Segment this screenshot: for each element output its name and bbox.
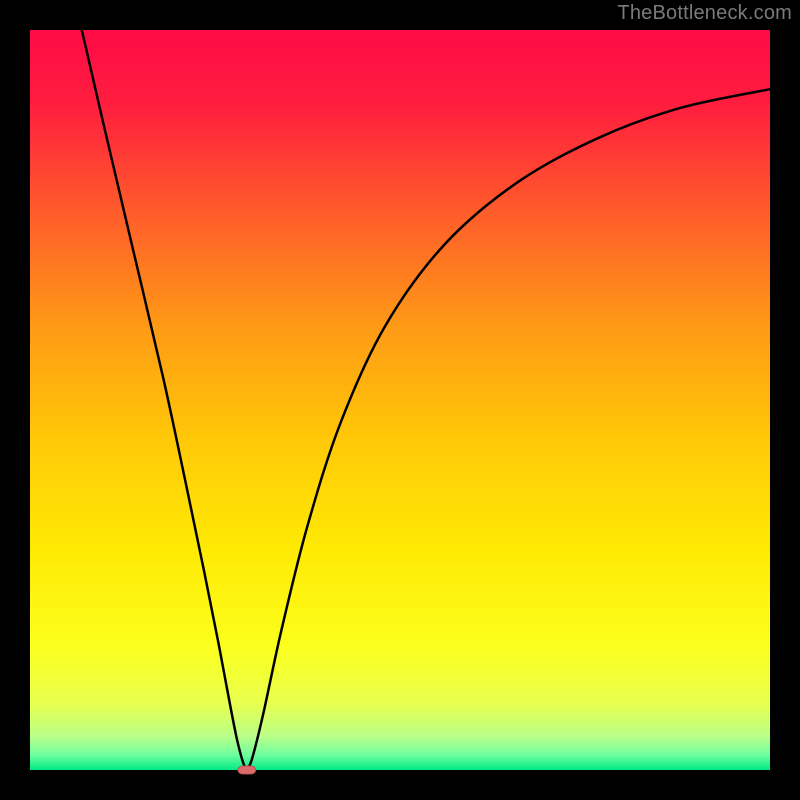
right-branch-curve [247,89,770,770]
plot-area [30,30,770,770]
watermark-text: TheBottleneck.com [617,2,792,25]
chart-container: TheBottleneck.com [0,0,800,800]
cusp-marker [238,766,256,774]
left-branch-curve [82,30,247,770]
curve-layer [30,30,770,770]
